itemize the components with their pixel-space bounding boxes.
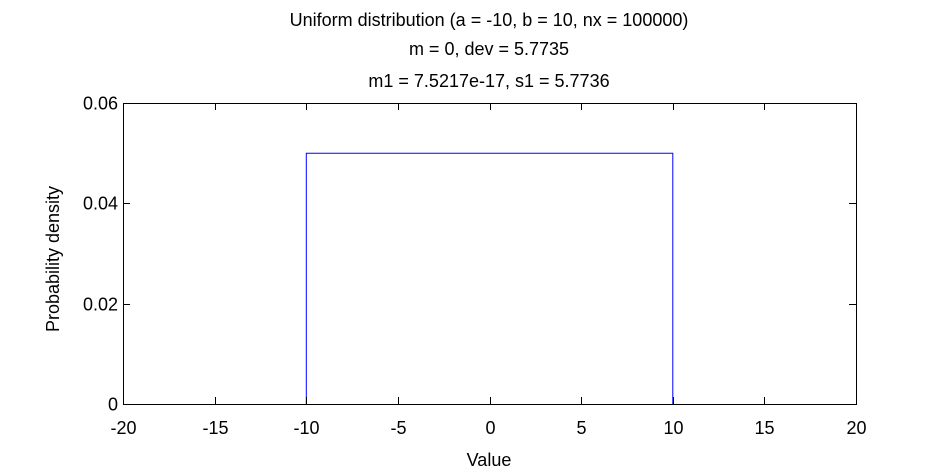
x-tick-label: 20 xyxy=(846,418,866,438)
x-tick-label: -10 xyxy=(293,418,319,438)
y-axis-label: Probability density xyxy=(43,186,63,332)
x-tick-label: 5 xyxy=(576,418,586,438)
x-tick-label: -20 xyxy=(110,418,136,438)
y-tick-label: 0.06 xyxy=(83,94,118,114)
chart-title-line-3: m1 = 7.5217e-17, s1 = 5.7736 xyxy=(368,71,609,91)
x-tick-label: -5 xyxy=(390,418,406,438)
y-tick-label: 0 xyxy=(108,395,118,415)
x-tick-label: 10 xyxy=(663,418,683,438)
x-tick-label: 15 xyxy=(754,418,774,438)
y-tick-label: 0.04 xyxy=(83,194,118,214)
x-axis-label: Value xyxy=(467,450,512,470)
plot-area: -20 -15 -10 -5 0 5 10 15 20 0 0.02 0.04 0.06 xyxy=(83,94,867,439)
chart-title-line-1: Uniform distribution (a = -10, b = 10, n… xyxy=(290,10,689,30)
series-line-0 xyxy=(305,152,674,404)
chart-title-line-2: m = 0, dev = 5.7735 xyxy=(409,39,569,59)
x-tick-label: 0 xyxy=(485,418,495,438)
x-tick-label: -15 xyxy=(202,418,228,438)
y-tick-label: 0.02 xyxy=(83,295,118,315)
